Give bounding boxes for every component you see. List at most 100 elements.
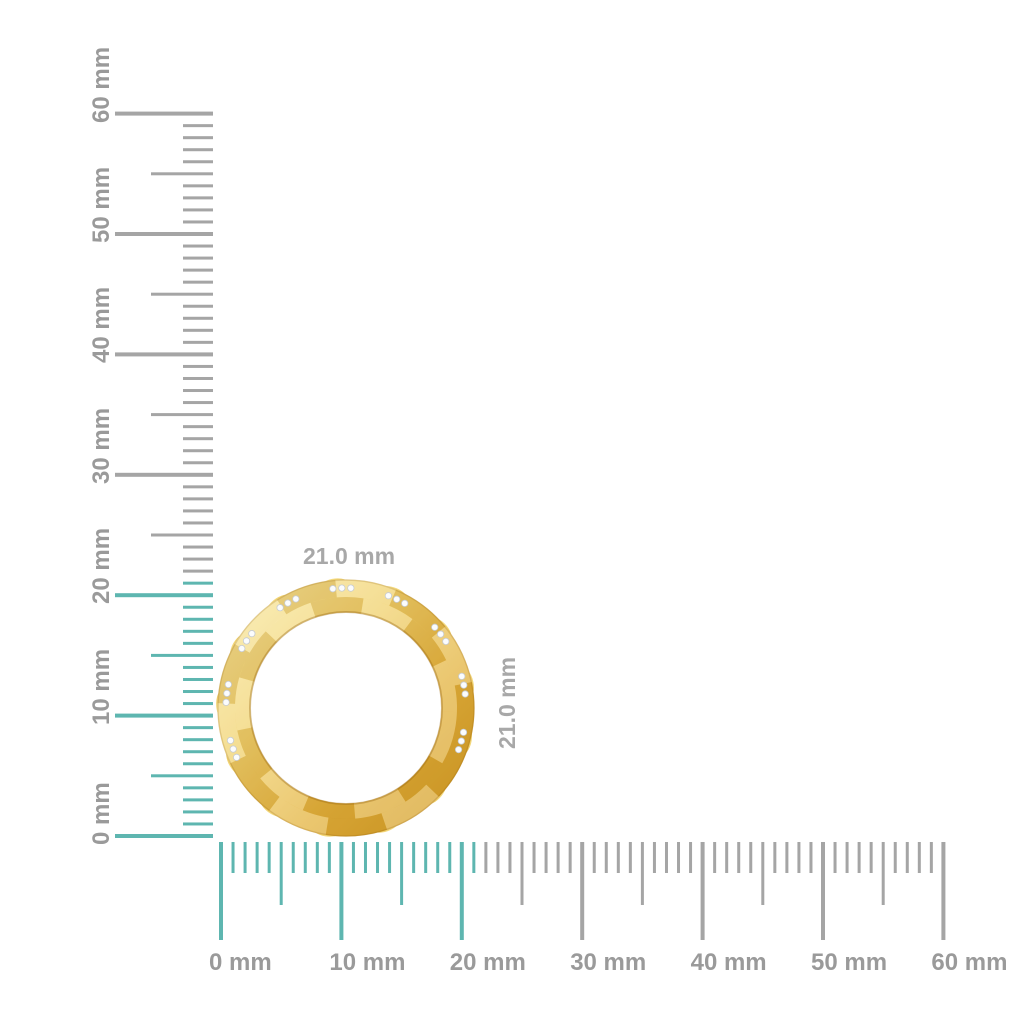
ruler-tick — [183, 581, 213, 585]
ring-facet — [217, 703, 246, 764]
horizontal-ruler-label: 40 mm — [690, 949, 767, 976]
ring-facet — [260, 768, 309, 811]
ruler-tick — [183, 665, 213, 669]
horizontal-ruler-label: 0 mm — [209, 949, 272, 976]
ruler-tick — [869, 842, 873, 873]
ring-facet — [432, 660, 457, 713]
ruler-tick — [628, 842, 632, 873]
ruler-tick — [677, 842, 681, 873]
ruler-tick — [556, 842, 560, 873]
ruler-tick — [279, 842, 283, 905]
horizontal-ruler-label: 30 mm — [570, 949, 647, 976]
vertical-ruler-label: 0 mm — [88, 782, 115, 845]
vertical-ruler-label: 50 mm — [88, 166, 115, 243]
ruler-tick — [151, 292, 213, 296]
ruler-tick — [881, 842, 885, 905]
ruler-tick — [532, 842, 536, 873]
ring-facet — [277, 579, 337, 615]
ruler-tick — [785, 842, 789, 873]
ruler-tick — [652, 842, 656, 873]
ruler-tick — [436, 842, 440, 873]
ruler-tick — [616, 842, 620, 873]
ruler-tick — [183, 738, 213, 742]
ruler-tick — [183, 798, 213, 802]
ruler-tick — [151, 653, 213, 657]
ruler-tick — [893, 842, 897, 873]
ruler-tick — [219, 842, 223, 940]
diamond — [284, 599, 292, 607]
ruler-tick — [183, 762, 213, 766]
horizontal-ruler-label: 20 mm — [449, 949, 526, 976]
ruler-tick — [183, 208, 213, 212]
width-dimension-label: 21.0 mm — [303, 543, 396, 569]
ruler-tick — [183, 244, 213, 248]
diamond — [454, 746, 463, 754]
ruler-tick — [737, 842, 741, 873]
ring-band — [217, 579, 475, 837]
ruler-tick — [183, 280, 213, 284]
ruler-tick — [183, 184, 213, 188]
ruler-tick — [183, 545, 213, 549]
vertical-ruler-label: 60 mm — [88, 46, 115, 123]
ring-facet — [269, 796, 329, 835]
ruler-tick — [151, 533, 213, 537]
ring-outer-rim — [217, 579, 475, 837]
ruler-tick — [183, 136, 213, 140]
ruler-tick — [183, 268, 213, 272]
ruler-tick — [183, 497, 213, 501]
ruler-tick — [151, 774, 213, 778]
ruler-tick — [761, 842, 765, 905]
ring-image — [216, 578, 475, 837]
ruler-tick — [115, 834, 213, 838]
diamond — [436, 630, 445, 638]
ruler-tick — [183, 641, 213, 645]
ruler-tick — [833, 842, 837, 873]
diamond — [222, 698, 230, 706]
ruler-tick — [905, 842, 909, 873]
vertical-ruler-label: 10 mm — [88, 648, 115, 725]
ruler-tick — [544, 842, 548, 873]
diamond — [461, 690, 469, 698]
ring-facet — [239, 631, 277, 682]
ring-facet — [310, 597, 364, 618]
ruler-tick — [917, 842, 921, 873]
ruler-tick — [151, 413, 213, 417]
ring-facet — [237, 727, 273, 779]
ruler-tick — [183, 810, 213, 814]
ruler-tick — [183, 340, 213, 344]
ring-facet — [353, 788, 406, 819]
ruler-tick — [183, 220, 213, 224]
ruler-tick — [183, 256, 213, 260]
ruler-tick — [183, 786, 213, 790]
ring-facet — [235, 677, 255, 731]
ruler-tick — [183, 629, 213, 633]
diamond — [431, 623, 439, 631]
ring-hole — [251, 613, 441, 803]
ruler-tick — [183, 509, 213, 513]
horizontal-ruler-label: 10 mm — [329, 949, 406, 976]
ruler-tick — [640, 842, 644, 905]
ruler-tick — [303, 842, 307, 873]
diamond — [393, 595, 401, 603]
ruler-tick — [183, 160, 213, 164]
diamond — [401, 599, 409, 607]
ruler-tick — [351, 842, 355, 873]
ruler-tick — [183, 617, 213, 621]
ring-facet — [452, 681, 475, 744]
ruler-tick — [713, 842, 717, 873]
ruler-tick — [183, 822, 213, 826]
ruler-tick — [315, 842, 319, 873]
ruler-tick — [412, 842, 416, 873]
ruler-tick — [327, 842, 331, 873]
ruler-tick — [255, 842, 259, 873]
vertical-ruler-label: 20 mm — [88, 528, 115, 605]
ruler-tick — [183, 569, 213, 573]
ruler-tick — [459, 842, 464, 940]
ruler-tick — [508, 842, 512, 873]
ruler-tick — [400, 842, 404, 905]
ruler-tick — [115, 232, 213, 236]
ruler-tick — [821, 842, 825, 940]
ruler-tick — [115, 111, 213, 116]
ruler-tick — [291, 842, 295, 873]
